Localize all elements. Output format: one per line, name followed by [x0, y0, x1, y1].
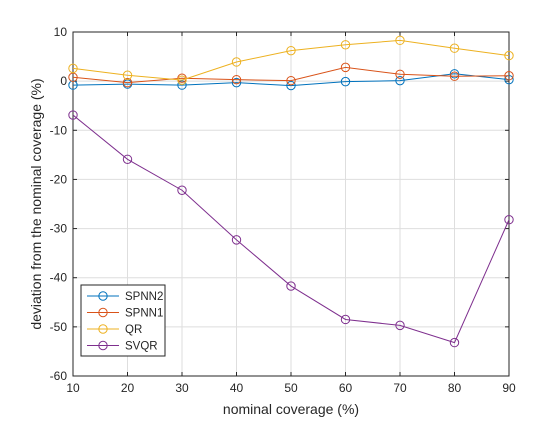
y-axis-label: deviation from the nominal coverage (%)	[28, 78, 44, 329]
series-qr	[68, 35, 514, 85]
data-point	[122, 70, 133, 80]
data-point	[231, 77, 242, 88]
data-point	[504, 50, 514, 61]
legend-label: SPNN2	[125, 291, 163, 303]
series-svqr	[68, 110, 514, 348]
data-point	[395, 320, 405, 331]
y-tick-label: -40	[50, 271, 68, 285]
data-point	[395, 75, 405, 86]
data-point	[231, 74, 242, 85]
data-point	[122, 154, 133, 164]
series-line	[72, 39, 510, 81]
x-tick-label: 10	[66, 381, 80, 395]
data-point	[177, 75, 187, 85]
legend-label: SVQR	[125, 341, 158, 353]
legend-marker	[98, 340, 108, 351]
y-tick-label: -10	[50, 123, 68, 137]
legend: SPNN2 SPNN1 QR SVQR	[80, 284, 166, 357]
y-tick-label: 10	[54, 25, 68, 39]
data-point	[340, 62, 351, 73]
data-point	[286, 45, 296, 56]
data-point	[68, 63, 78, 74]
y-tick-label: 0	[60, 74, 67, 88]
data-point	[177, 80, 187, 90]
data-point	[68, 110, 78, 120]
data-point	[286, 281, 296, 291]
y-tick-label: -20	[50, 172, 68, 186]
legend-entry: SVQR	[87, 341, 158, 353]
x-tick-label: 50	[284, 381, 298, 395]
data-point	[231, 235, 242, 245]
series-spnn1	[68, 62, 514, 88]
data-point	[449, 71, 460, 81]
legend-label: SPNN1	[125, 308, 163, 320]
data-point	[504, 215, 514, 225]
x-tick-label: 70	[393, 381, 407, 395]
data-point	[286, 75, 296, 86]
data-point	[68, 80, 78, 90]
legend-box	[80, 284, 166, 357]
x-tick-label: 20	[121, 381, 135, 395]
data-point	[395, 35, 405, 46]
data-point	[122, 77, 133, 88]
legend-marker	[98, 307, 108, 318]
legend-marker	[98, 324, 108, 334]
data-point	[340, 314, 351, 325]
legend-label: QR	[125, 324, 142, 336]
data-point	[395, 69, 405, 79]
data-point	[449, 337, 460, 348]
data-point	[504, 74, 514, 85]
data-point	[449, 43, 460, 53]
data-point	[340, 40, 351, 50]
data-point	[340, 76, 351, 87]
legend-entry: SPNN1	[87, 308, 163, 320]
series-line	[72, 66, 510, 84]
data-point	[286, 80, 296, 91]
x-tick-label: 40	[230, 381, 244, 395]
data-point	[177, 185, 187, 195]
x-axis-label: nominal coverage (%)	[223, 401, 359, 417]
x-tick-label: 80	[448, 381, 462, 395]
x-tick-label: 60	[339, 381, 353, 395]
data-point	[504, 71, 514, 81]
data-point	[449, 69, 460, 79]
legend-marker	[98, 291, 108, 301]
data-point	[231, 57, 242, 67]
y-tick-label: -50	[50, 320, 68, 334]
legend-entry: QR	[87, 324, 142, 336]
y-tick-label: -30	[50, 222, 68, 236]
x-tick-label: 30	[175, 381, 189, 395]
legend-entry: SPNN2	[87, 291, 163, 303]
axes: 10 20 30 40 50 60 70 80 90 -60 -50 -40 -30 -20 -10 0 10	[50, 25, 516, 395]
series-line	[72, 114, 510, 344]
x-tick-label: 90	[502, 381, 516, 395]
series-layer	[68, 35, 514, 348]
y-tick-label: -60	[50, 369, 68, 383]
